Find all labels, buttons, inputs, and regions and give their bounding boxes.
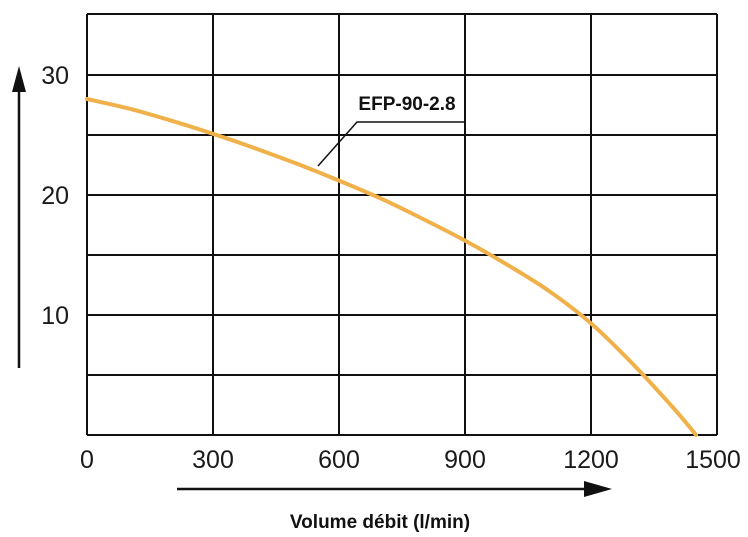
y-tick-label-30: 30: [41, 62, 69, 90]
series-line-0: [85, 97, 698, 437]
x-tick-label-0: 0: [80, 446, 94, 474]
x-tick-label-300: 300: [192, 446, 234, 474]
annotations: [12, 66, 612, 497]
series-layer: EFP-90-2.8: [85, 94, 698, 437]
y-axis-arrow-head: [12, 66, 26, 92]
series-label-leader: [317, 121, 466, 167]
x-axis-arrow-head: [584, 481, 612, 497]
grid: [86, 13, 718, 436]
series-label-0: EFP-90-2.8: [358, 94, 455, 115]
x-tick-label-600: 600: [318, 446, 360, 474]
y-tick-label-10: 10: [41, 302, 69, 330]
x-tick-label-1200: 1200: [563, 446, 619, 474]
x-tick-label-900: 900: [444, 446, 486, 474]
x-axis-label: Volume débit (l/min): [290, 512, 470, 533]
x-tick-label-1500: 1500: [685, 446, 741, 474]
y-tick-label-20: 20: [41, 182, 69, 210]
tick-labels: 0 300 600 900 1200 1500 10 20 30: [41, 62, 741, 474]
